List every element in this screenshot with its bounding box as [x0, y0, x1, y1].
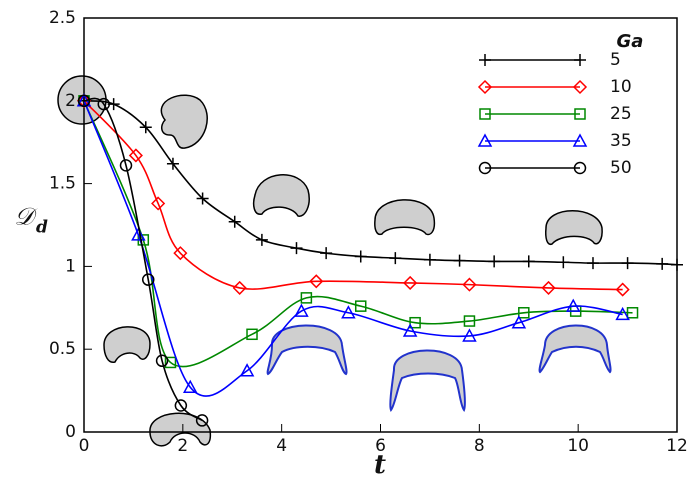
chart: t 𝒟 d Ga 02468101200.511.522.5510253550: [0, 0, 691, 479]
marker: [488, 255, 500, 267]
marker: [454, 255, 466, 267]
y-tick-label: 2.5: [49, 8, 76, 28]
series-line: [84, 101, 623, 396]
marker: [389, 252, 401, 264]
marker: [479, 54, 491, 66]
shape: [375, 200, 435, 235]
x-tick-label: 2: [177, 436, 188, 456]
marker: [355, 250, 367, 262]
shape: [161, 95, 207, 148]
marker: [656, 258, 668, 270]
y-tick-label: 0.5: [49, 339, 76, 359]
marker: [523, 255, 535, 267]
y-tick-label: 1: [65, 256, 76, 276]
marker: [557, 256, 569, 268]
y-axis-label: 𝒟: [14, 203, 38, 231]
shape: [254, 175, 309, 216]
legend-label: 5: [610, 50, 621, 70]
legend-title: Ga: [617, 31, 644, 52]
x-tick-label: 6: [375, 436, 386, 456]
marker: [574, 54, 586, 66]
legend-label: 35: [610, 131, 632, 151]
marker: [290, 242, 302, 254]
x-tick-label: 0: [79, 436, 90, 456]
shape: [546, 211, 602, 245]
x-tick-label: 4: [276, 436, 287, 456]
legend-label: 50: [610, 158, 632, 178]
shape: [390, 350, 464, 410]
x-tick-label: 8: [474, 436, 485, 456]
shape: [540, 325, 611, 372]
x-tick-label: 10: [567, 436, 589, 456]
y-tick-label: 1.5: [49, 174, 76, 194]
marker: [320, 247, 332, 259]
marker: [424, 254, 436, 266]
y-tick-label: 2: [65, 91, 76, 111]
marker: [671, 259, 683, 271]
marker: [622, 257, 634, 269]
legend-label: 10: [610, 77, 632, 97]
y-axis-label-sub: d: [36, 218, 48, 238]
y-tick-label: 0: [65, 422, 76, 442]
marker: [587, 257, 599, 269]
x-tick-label: 12: [666, 436, 688, 456]
legend-label: 25: [610, 104, 632, 124]
marker: [229, 216, 241, 228]
shape: [104, 327, 150, 362]
marker: [256, 234, 268, 246]
